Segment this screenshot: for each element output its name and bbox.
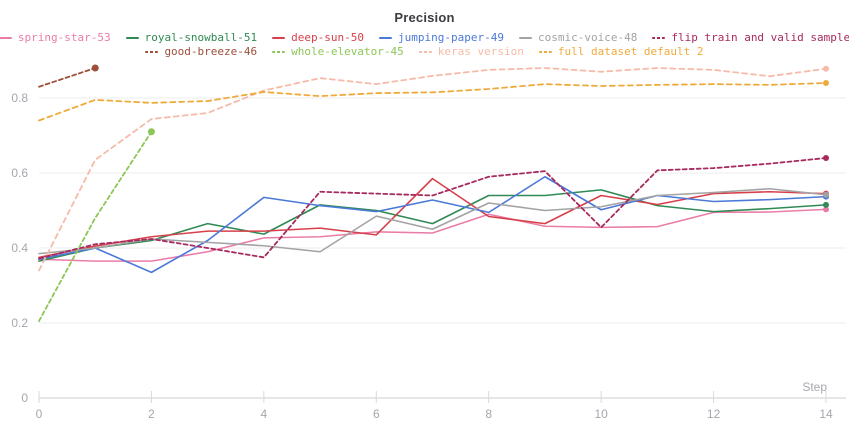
legend-item-royal-snowball-51[interactable]: royal-snowball-51 bbox=[125, 31, 258, 45]
series-end-dot-flip-train-and-valid-sample bbox=[823, 155, 829, 161]
legend-label: spring-star-53 bbox=[17, 31, 111, 44]
solid-line-swatch-icon bbox=[0, 37, 12, 39]
legend-item-keras-version[interactable]: keras version bbox=[418, 45, 524, 59]
legend-label: whole-elevator-45 bbox=[291, 45, 404, 58]
legend-label: jumping-paper-49 bbox=[398, 31, 504, 44]
series-end-dot-cosmic-voice-48 bbox=[823, 191, 829, 198]
dashed-line-swatch-icon bbox=[418, 51, 432, 53]
legend-label: cosmic-voice-48 bbox=[538, 31, 638, 44]
solid-line-swatch-icon bbox=[379, 37, 393, 39]
x-tick-label: 14 bbox=[819, 407, 833, 421]
series-line-full-dataset-default-2 bbox=[38, 82, 827, 122]
solid-line-swatch-icon bbox=[125, 37, 139, 39]
x-tick-label: 6 bbox=[373, 407, 380, 421]
x-tick-label: 2 bbox=[148, 407, 155, 421]
x-tick-label: 10 bbox=[594, 407, 608, 421]
dashed-line-swatch-icon bbox=[272, 51, 286, 53]
legend-item-full-dataset-default-2[interactable]: full dataset default 2 bbox=[538, 45, 704, 59]
series-line-good-breeze-46 bbox=[38, 67, 97, 88]
legend-label: flip train and valid sample bbox=[671, 31, 849, 44]
dashed-line-swatch-icon bbox=[652, 37, 666, 39]
legend-item-flip-train-and-valid-sample[interactable]: flip train and valid sample bbox=[652, 31, 849, 45]
legend-item-cosmic-voice-48[interactable]: cosmic-voice-48 bbox=[519, 31, 637, 45]
legend-row-1: spring-star-53 royal-snowball-51 deep-sun-… bbox=[0, 31, 849, 45]
legend-item-whole-elevator-45[interactable]: whole-elevator-45 bbox=[272, 45, 404, 59]
y-tick-label: 0.6 bbox=[11, 166, 28, 180]
series-line-flip-train-and-valid-sample bbox=[38, 157, 827, 260]
legend-label: royal-snowball-51 bbox=[144, 31, 258, 44]
series-line-jumping-paper-49 bbox=[38, 175, 827, 274]
series-line-cosmic-voice-48 bbox=[38, 187, 827, 255]
series-end-dot-keras-version bbox=[823, 65, 829, 72]
x-tick-label: 12 bbox=[707, 407, 721, 421]
series-end-dot-royal-snowball-51 bbox=[823, 201, 829, 208]
legend-label: full dataset default 2 bbox=[557, 45, 704, 58]
series-end-dot-spring-star-53 bbox=[823, 206, 829, 213]
chart-legend: spring-star-53 royal-snowball-51 deep-sun-… bbox=[0, 31, 849, 59]
legend-item-deep-sun-50[interactable]: deep-sun-50 bbox=[272, 31, 364, 45]
series-line-keras-version bbox=[38, 67, 827, 272]
legend-item-spring-star-53[interactable]: spring-star-53 bbox=[0, 31, 111, 45]
x-axis-title: Step bbox=[802, 380, 827, 394]
legend-label: deep-sun-50 bbox=[291, 31, 365, 44]
dashed-line-swatch-icon bbox=[145, 51, 159, 53]
y-tick-label: 0.8 bbox=[11, 91, 28, 105]
y-tick-label: 0.2 bbox=[11, 316, 28, 330]
x-tick-label: 8 bbox=[485, 407, 492, 421]
legend-label: keras version bbox=[437, 45, 524, 58]
y-tick-label: 0 bbox=[21, 391, 28, 405]
series-end-dot-whole-elevator-45 bbox=[147, 128, 155, 136]
series-end-dot-full-dataset-default-2 bbox=[823, 80, 829, 86]
series-line-deep-sun-50 bbox=[38, 177, 827, 259]
x-tick-label: 4 bbox=[261, 407, 268, 421]
legend-item-good-breeze-46[interactable]: good-breeze-46 bbox=[145, 45, 257, 59]
dashed-line-swatch-icon bbox=[538, 51, 552, 53]
series-line-whole-elevator-45 bbox=[38, 130, 153, 323]
legend-label: good-breeze-46 bbox=[164, 45, 258, 58]
series-end-dot-good-breeze-46 bbox=[91, 64, 99, 72]
x-tick-label: 0 bbox=[36, 407, 43, 421]
solid-line-swatch-icon bbox=[519, 37, 532, 39]
legend-item-jumping-paper-49[interactable]: jumping-paper-49 bbox=[379, 31, 504, 45]
y-tick-label: 0.4 bbox=[11, 241, 28, 255]
chart-title: Precision bbox=[394, 10, 455, 25]
legend-row-2: good-breeze-46 whole-elevator-45 keras ver… bbox=[0, 45, 849, 59]
solid-line-swatch-icon bbox=[272, 37, 286, 39]
series-line-spring-star-53 bbox=[38, 208, 827, 262]
